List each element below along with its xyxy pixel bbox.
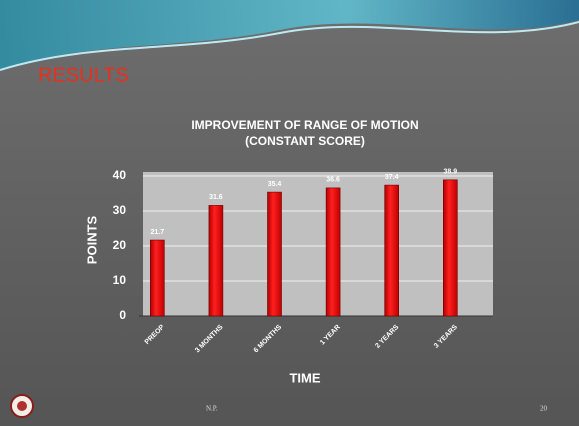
data-label: 35.4: [268, 181, 282, 188]
y-tick-label: 10: [113, 273, 127, 287]
data-label: 21.7: [150, 229, 164, 236]
plot-area: [143, 172, 493, 316]
page-number: 20: [540, 405, 548, 413]
chart-subtitle: (CONSTANT SCORE): [245, 134, 365, 148]
bar: [268, 192, 282, 316]
logo-center: [17, 401, 27, 411]
bar: [326, 188, 340, 316]
bar: [150, 240, 164, 316]
bar: [443, 180, 457, 316]
data-label: 38.9: [443, 169, 457, 176]
bar: [385, 185, 399, 316]
y-tick-label: 0: [119, 308, 126, 322]
x-axis-label: TIME: [289, 370, 320, 385]
y-axis-label: POINTS: [84, 215, 99, 264]
y-tick-label: 40: [113, 168, 127, 182]
slide: RESULTS IMPROVEMENT OF RANGE OF MOTION (…: [0, 0, 579, 426]
bar: [209, 205, 223, 316]
slide-heading: RESULTS: [38, 64, 129, 86]
page: {"slide": {"heading": "RESULTS", "footer…: [0, 0, 579, 426]
y-tick-label: 30: [113, 203, 127, 217]
data-label: 37.4: [385, 174, 399, 181]
data-label: 36.6: [326, 177, 340, 184]
chart-title: IMPROVEMENT OF RANGE OF MOTION: [191, 118, 418, 132]
footer: N.P.: [206, 405, 218, 413]
y-tick-label: 20: [113, 238, 127, 252]
data-label: 31.6: [209, 194, 223, 201]
